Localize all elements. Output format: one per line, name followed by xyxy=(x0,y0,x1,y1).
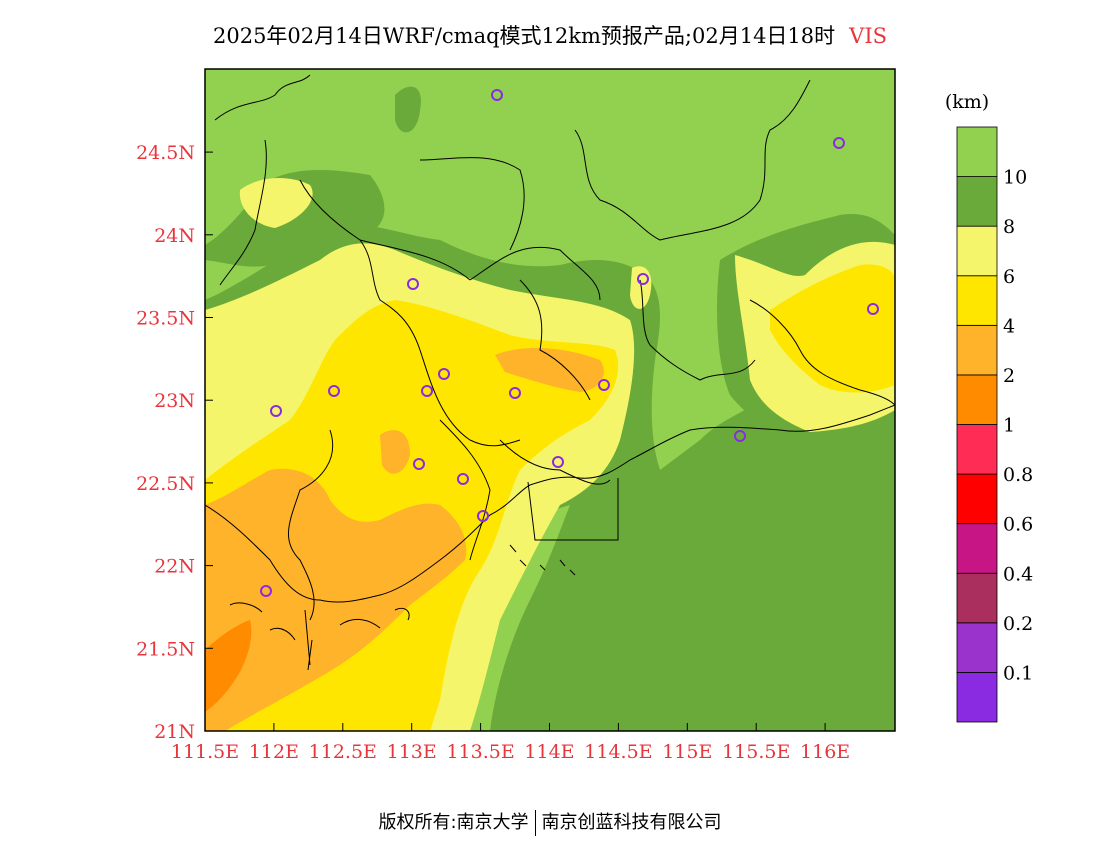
station-marker xyxy=(598,379,610,391)
field-orange-coast xyxy=(205,620,252,712)
colorbar-swatch xyxy=(956,126,998,177)
x-tick-label: 111.5E xyxy=(171,741,239,763)
colorbar: 0.1 0.2 0.4 0.6 0.8 1 2 4 6 8 10 xyxy=(956,126,1033,723)
colorbar-label: 2 xyxy=(1003,365,1015,387)
visibility-field xyxy=(205,69,895,731)
x-tick-label: 114.5E xyxy=(584,741,652,763)
x-tick-label: 115.5E xyxy=(722,741,790,763)
station-marker xyxy=(734,430,746,442)
field-light-yellow-spot xyxy=(630,266,652,309)
colorbar-swatch xyxy=(956,225,998,277)
field-light-orange-north xyxy=(495,348,604,392)
x-tick-label: 114E xyxy=(524,741,574,763)
colorbar-swatch xyxy=(956,424,998,475)
station-marker xyxy=(491,89,503,101)
station-marker xyxy=(457,473,469,485)
footer-right: 南京创蓝科技有限公司 xyxy=(541,812,722,833)
colorbar-label: 4 xyxy=(1003,315,1015,337)
station-marker xyxy=(552,456,564,468)
y-tick-label: 22N xyxy=(154,556,195,578)
colorbar-label: 0.4 xyxy=(1003,563,1033,585)
station-marker xyxy=(260,585,272,597)
chart-title: 2025年02月14日WRF/cmaq模式12km预报产品;02月14日18时 V… xyxy=(0,20,1100,50)
colorbar-swatch xyxy=(956,324,998,376)
x-axis: 111.5E 112E 112.5E 113E 113.5E 114E 114.5E 115E… xyxy=(171,723,850,763)
colorbar-label: 0.6 xyxy=(1003,514,1033,536)
colorbar-label: 10 xyxy=(1003,167,1027,189)
footer-left: 版权所有:南京大学 xyxy=(378,812,529,833)
station-marker xyxy=(833,137,845,149)
y-tick-label: 21N xyxy=(154,721,195,743)
colorbar-label: 0.2 xyxy=(1003,613,1033,635)
colorbar-swatch xyxy=(956,275,998,326)
station-marker xyxy=(421,385,433,397)
colorbar-label: 0.8 xyxy=(1003,464,1033,486)
title-main: 2025年02月14日WRF/cmaq模式12km预报产品;02月14日18时 xyxy=(212,24,836,48)
x-tick-label: 113E xyxy=(387,741,437,763)
colorbar-label: 8 xyxy=(1003,216,1015,238)
station-marker xyxy=(270,405,282,417)
x-tick-label: 112.5E xyxy=(309,741,377,763)
colorbar-label: 1 xyxy=(1003,415,1015,437)
station-markers xyxy=(260,89,879,597)
copyright-footer: 版权所有:南京大学 南京创蓝科技有限公司 xyxy=(0,808,1100,836)
x-tick-label: 115E xyxy=(662,741,712,763)
y-tick-label: 24.5N xyxy=(136,142,195,164)
station-marker xyxy=(637,273,649,285)
colorbar-swatch xyxy=(956,374,998,425)
colorbar-swatch xyxy=(956,672,998,723)
colorbar-swatch xyxy=(956,622,998,673)
field-dark-green-hill xyxy=(395,86,421,133)
title-variable: VIS xyxy=(849,24,888,48)
station-marker xyxy=(413,458,425,470)
x-tick-label: 112E xyxy=(249,741,299,763)
colorbar-swatch xyxy=(956,572,998,624)
x-tick-label: 113.5E xyxy=(446,741,514,763)
y-tick-label: 23N xyxy=(154,390,195,412)
y-tick-label: 23.5N xyxy=(136,308,195,330)
station-marker xyxy=(407,278,419,290)
colorbar-label: 0.1 xyxy=(1003,662,1033,684)
colorbar-swatch xyxy=(956,523,998,574)
admin-boundaries xyxy=(205,74,895,671)
colorbar-swatch xyxy=(956,473,998,525)
colorbar-unit: (km) xyxy=(945,91,989,113)
field-light-orange-central xyxy=(380,430,410,474)
footer-separator xyxy=(534,810,536,836)
field-light-orange-southwest xyxy=(205,468,467,731)
colorbar-label: 6 xyxy=(1003,266,1015,288)
station-marker xyxy=(438,368,450,380)
station-marker xyxy=(509,387,521,399)
colorbar-swatch xyxy=(956,176,998,227)
x-tick-label: 116E xyxy=(800,741,850,763)
y-tick-label: 24N xyxy=(154,225,195,247)
station-marker xyxy=(867,303,879,315)
y-axis: 21N 21.5N 22N 22.5N 23N 23.5N 24N 24.5N xyxy=(136,142,213,743)
station-marker xyxy=(477,510,489,522)
station-marker xyxy=(328,385,340,397)
field-yellow-east xyxy=(770,264,895,393)
y-tick-label: 22.5N xyxy=(136,473,195,495)
y-tick-label: 21.5N xyxy=(136,638,195,660)
